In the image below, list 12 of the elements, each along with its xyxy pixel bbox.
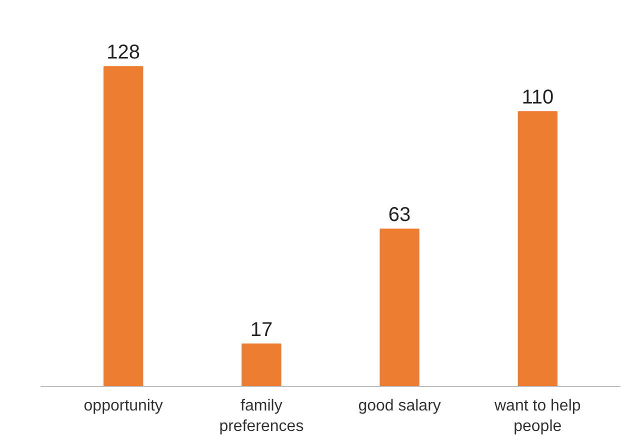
- x-tick-label: good salary: [358, 398, 441, 414]
- bar: [380, 228, 420, 386]
- x-tick-label: opportunity: [84, 398, 163, 414]
- data-label: 128: [106, 42, 140, 64]
- bar: [242, 344, 282, 386]
- x-tick-label: want to help people: [494, 398, 581, 435]
- x-tick-label: family preferences: [219, 398, 304, 435]
- data-label: 63: [388, 204, 411, 226]
- bar: [518, 111, 558, 386]
- bar: [104, 66, 144, 386]
- data-label: 110: [522, 86, 554, 109]
- data-label: 17: [250, 319, 273, 342]
